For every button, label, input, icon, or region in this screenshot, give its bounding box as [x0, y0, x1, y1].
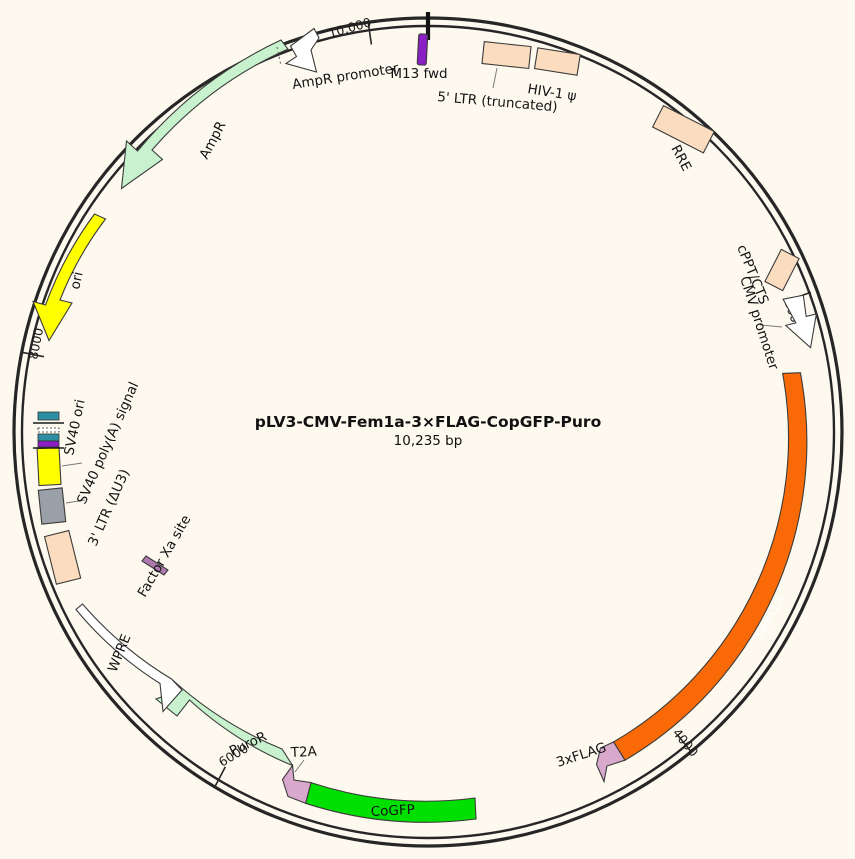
backbone-outer-circle — [12, 16, 844, 848]
feature-cogfp[interactable]: CoGFP — [304, 781, 477, 823]
feature-label-t2a: T2A — [289, 744, 318, 761]
feature-3xflag[interactable]: 3xFLAG — [554, 740, 626, 784]
feature-hiv1-psi[interactable]: HIV-1 ψ — [526, 47, 581, 105]
feature-label-m13-fwd: M13 fwd — [390, 66, 447, 82]
feature-ori[interactable]: ori — [32, 213, 107, 342]
ampr-break-marker — [276, 46, 282, 67]
feature-factor-xa-site[interactable]: Factor Xa site — [135, 512, 195, 600]
feature-label-rre: RRE — [667, 142, 694, 174]
small-marks-group — [33, 411, 64, 449]
plasmid-title: pLV3-CMV-Fem1a-3×FLAG-CopGFP-Puro — [255, 413, 601, 431]
feature-label-hiv1-psi: HIV-1 ψ — [526, 81, 577, 105]
feature-label-sv40-ori: SV40 ori — [61, 398, 88, 457]
tick-label-8000: 8000 — [25, 326, 46, 360]
feature-ampr-promoter[interactable]: AmpR promoter — [284, 27, 400, 93]
feature-fem1a[interactable]: Fem1a — [612, 372, 808, 761]
tick-8000: 8000 — [21, 326, 46, 361]
feature-label-ampr: AmpR — [196, 119, 229, 162]
tick-10000: 10,000 — [327, 14, 373, 45]
feature-label-factor-xa-site: Factor Xa site — [135, 512, 195, 600]
unlabeled-mark-1-icon — [37, 411, 60, 421]
tick-label-10000: 10,000 — [327, 14, 373, 40]
feature-cmv-promoter[interactable]: CMV promoter — [736, 274, 818, 372]
unlabeled-mark-4-icon — [37, 440, 60, 448]
plasmid-length: 10,235 bp — [394, 433, 463, 449]
feature-m13-fwd[interactable]: M13 fwd — [390, 33, 448, 82]
feature-label-cogfp: CoGFP — [370, 802, 415, 820]
unlabeled-mark-2-icon — [37, 427, 60, 433]
feature-label-ori: ori — [67, 270, 86, 291]
feature-t2a[interactable]: T2A — [281, 744, 319, 805]
feature-rre[interactable]: RRE — [651, 104, 716, 174]
unlabeled-mark-3-icon — [37, 433, 60, 442]
feature-label-sv40-polya-signal: SV40 poly(A) signal — [74, 380, 142, 507]
